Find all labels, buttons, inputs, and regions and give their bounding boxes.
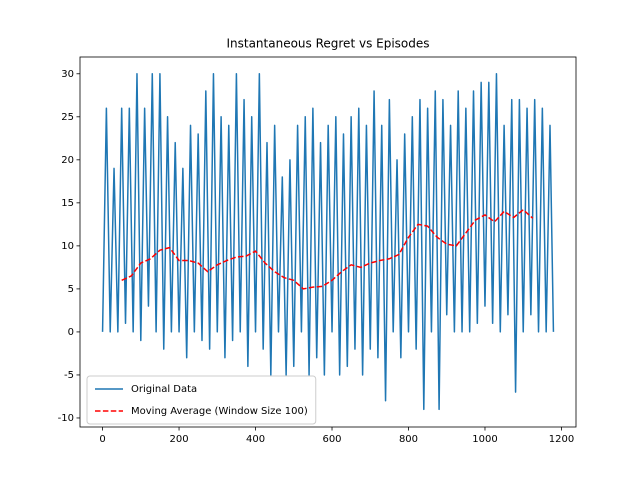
y-tick-label: 25 (61, 112, 74, 123)
y-tick-label: 30 (61, 69, 74, 80)
x-tick-label: 400 (246, 434, 265, 445)
y-tick-label: -5 (64, 370, 74, 381)
x-tick-label: 200 (170, 434, 189, 445)
x-tick-label: 1000 (472, 434, 497, 445)
x-tick-label: 1200 (549, 434, 574, 445)
y-tick-label: -10 (58, 413, 74, 424)
y-tick-label: 20 (61, 155, 74, 166)
axes-frame (79, 56, 577, 428)
legend-label: Original Data (131, 384, 197, 395)
series-line (101, 73, 555, 411)
x-tick-label: 800 (399, 434, 418, 445)
y-tick-label: 15 (61, 198, 74, 209)
legend-box (86, 375, 317, 425)
legend-label: Moving Average (Window Size 100) (131, 406, 308, 417)
chart-title: Instantaneous Regret vs Episodes (226, 37, 429, 51)
y-tick-label: 10 (61, 241, 74, 252)
plot-area (101, 73, 555, 411)
x-tick-label: 600 (322, 434, 341, 445)
y-tick-label: 0 (68, 327, 74, 338)
y-tick-label: 5 (68, 284, 74, 295)
x-tick-label: 0 (99, 434, 105, 445)
series-line (121, 208, 534, 290)
legend: Original Data Moving Average (Window Size… (86, 375, 317, 425)
